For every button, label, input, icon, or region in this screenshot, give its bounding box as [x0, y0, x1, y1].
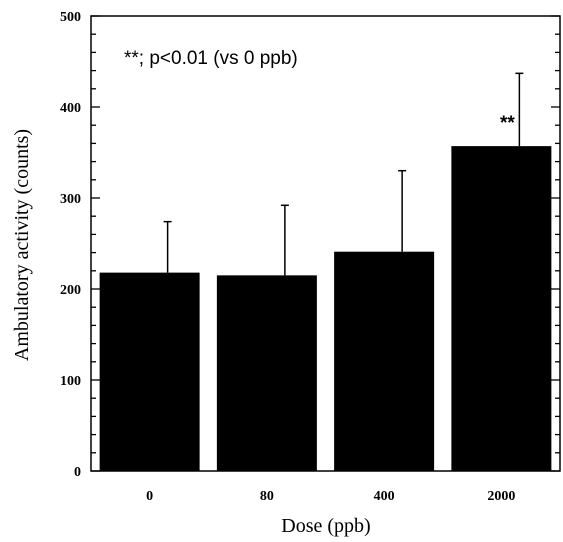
bar	[99, 272, 200, 471]
y-axis: 0 100 200 300 400 500	[60, 10, 560, 480]
y-tick-label: 500	[60, 10, 81, 25]
y-axis-title: Ambulatory activity (counts)	[11, 129, 33, 361]
bar-series: **	[99, 72, 552, 471]
y-tick-label: 200	[60, 283, 81, 298]
significance-marker: **	[500, 113, 515, 134]
bar	[216, 275, 317, 471]
plot-frame	[90, 15, 561, 472]
bar	[451, 146, 552, 471]
y-tick-label: 100	[60, 374, 81, 389]
y-tick-label: 300	[60, 192, 81, 207]
y-tick-label: 0	[74, 465, 81, 480]
bar	[334, 251, 435, 471]
x-axis-title: Dose (ppb)	[281, 515, 370, 537]
significance-note: **; p<0.01 (vs 0 ppb)	[124, 48, 298, 69]
x-tick-label: 80	[260, 489, 274, 504]
y-tick-label: 400	[60, 101, 81, 116]
x-tick-label: 2000	[487, 489, 515, 504]
x-tick-label: 400	[374, 489, 395, 504]
x-tick-label: 0	[146, 489, 153, 504]
x-axis: 0 80 400 2000	[146, 463, 515, 504]
